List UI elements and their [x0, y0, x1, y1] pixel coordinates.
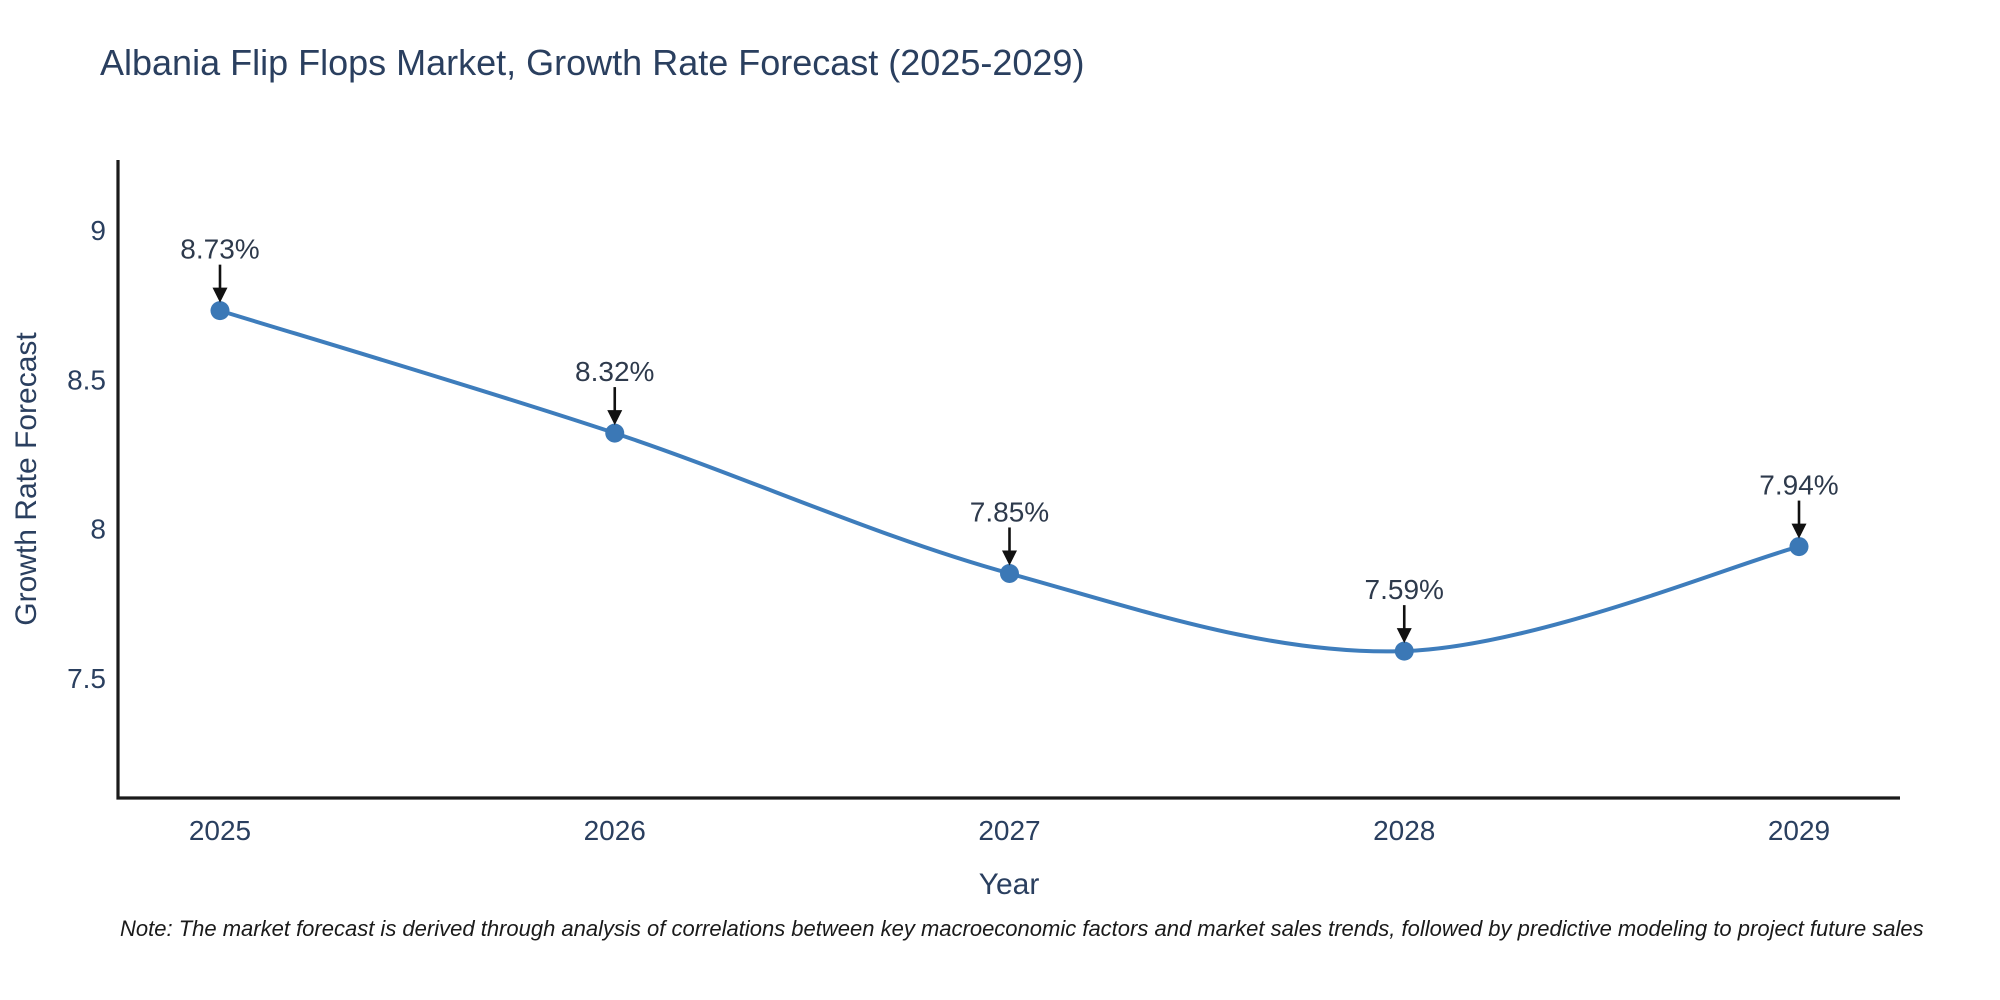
y-tick-label: 8.5	[67, 364, 106, 395]
annotation-arrowhead-icon	[607, 410, 623, 426]
series-line	[218, 308, 1801, 654]
axis-spines	[116, 160, 1900, 800]
annotation-arrowhead-icon	[1396, 628, 1412, 644]
x-tick-label: 2025	[189, 815, 251, 846]
y-axis-title: Growth Rate Forecast	[10, 332, 43, 626]
x-tick-label: 2028	[1373, 815, 1435, 846]
annotation-label: 8.32%	[575, 356, 654, 387]
data-point-marker[interactable]	[210, 301, 230, 321]
x-tick-label: 2029	[1768, 815, 1830, 846]
annotation-arrowhead-icon	[1791, 523, 1807, 539]
x-axis-title: Year	[979, 868, 1040, 901]
x-tick-label: 2026	[584, 815, 646, 846]
annotation-label: 8.73%	[180, 234, 259, 265]
annotation-label: 7.94%	[1759, 470, 1838, 501]
x-tick-label: 2027	[978, 815, 1040, 846]
footnote: Note: The market forecast is derived thr…	[120, 916, 1924, 941]
annotation-arrowhead-icon	[212, 287, 228, 303]
annotation-arrowhead-icon	[1002, 550, 1017, 566]
data-point-marker[interactable]	[1394, 641, 1414, 661]
data-point-marker[interactable]	[1789, 537, 1809, 557]
data-point-marker[interactable]	[1000, 563, 1019, 583]
y-tick-label: 8	[90, 514, 106, 545]
annotation-label: 7.59%	[1365, 574, 1444, 605]
data-point-marker[interactable]	[605, 423, 625, 443]
y-tick-label: 9	[90, 215, 106, 246]
chart-title: Albania Flip Flops Market, Growth Rate F…	[100, 42, 1085, 83]
y-tick-label: 7.5	[67, 663, 106, 694]
annotation-label: 7.85%	[970, 496, 1049, 527]
